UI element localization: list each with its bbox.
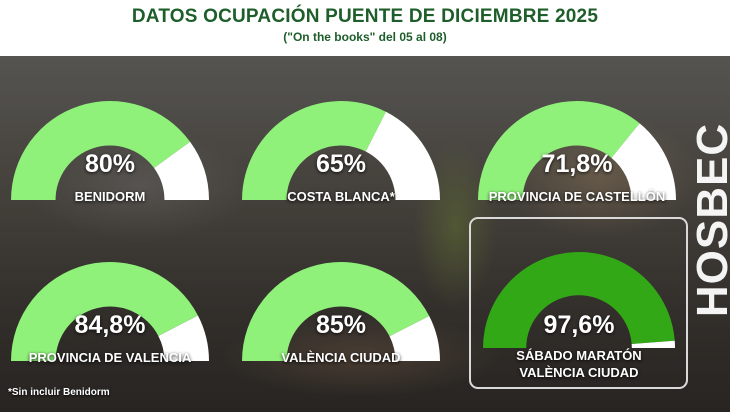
brand-logo: HOSBEC	[688, 122, 730, 318]
gauge-empty-arc	[611, 123, 676, 200]
gauge-castellon: 71,8% PROVINCIA DE CASTELLÓN	[477, 82, 677, 212]
gauge-value: 71,8%	[541, 150, 613, 178]
gauge-arc	[11, 262, 209, 361]
gauge-label: PROVINCIA DE VALENCIA	[28, 350, 192, 365]
page-subtitle: ("On the books" del 05 al 08)	[283, 30, 447, 44]
gauge-arc	[11, 101, 209, 200]
page-title: DATOS OCUPACIÓN PUENTE DE DICIEMBRE 2025	[131, 6, 599, 27]
gauge-empty-arc	[389, 316, 440, 361]
gauge-arc	[242, 262, 440, 361]
gauge-label: SÁBADO MARATÓN	[516, 348, 642, 363]
gauge-filled-arc	[11, 262, 198, 361]
gauge-filled-arc	[242, 262, 430, 361]
gauge-filled-arc	[478, 100, 640, 200]
gauge-label: BENIDORM	[74, 189, 146, 204]
gauge-filled-arc	[483, 251, 675, 348]
gauge-arc	[478, 100, 676, 200]
gauge-arc	[483, 251, 675, 348]
gauge-value: 84,8%	[74, 311, 146, 339]
gauge-arc	[242, 101, 440, 200]
gauge-value: 85%	[315, 311, 367, 339]
gauge-maraton: 97,6% SÁBADO MARATÓN VALÈNCIA CIUDAD	[482, 235, 676, 385]
gauge-label: PROVINCIA DE CASTELLÓN	[488, 189, 666, 204]
gauge-empty-arc	[365, 111, 440, 200]
gauge-empty-arc	[154, 141, 209, 200]
gauge-costa-blanca: 65% COSTA BLANCA*	[241, 82, 441, 212]
gauge-value: 65%	[315, 150, 367, 178]
header-bar: DATOS OCUPACIÓN PUENTE DE DICIEMBRE 2025…	[0, 0, 730, 56]
gauge-benidorm: 80% BENIDORM	[10, 82, 210, 212]
gauge-value: 97,6%	[543, 311, 615, 339]
gauge-filled-arc	[11, 101, 191, 200]
gauge-empty-arc	[631, 340, 675, 348]
gauge-label: VALÈNCIA CIUDAD	[281, 350, 401, 365]
gauge-filled-arc	[242, 101, 386, 200]
footnote: *Sin incluir Benidorm	[8, 387, 110, 398]
gauge-value: 80%	[84, 150, 136, 178]
gauge-empty-arc	[158, 315, 209, 361]
gauge-valencia-ciudad: 85% VALÈNCIA CIUDAD	[241, 243, 441, 373]
gauge-provincia-valencia: 84,8% PROVINCIA DE VALENCIA	[10, 243, 210, 373]
gauge-label: COSTA BLANCA*	[287, 189, 395, 204]
highlight-box	[469, 217, 688, 389]
gauge-label-line2: VALÈNCIA CIUDAD	[519, 365, 639, 380]
